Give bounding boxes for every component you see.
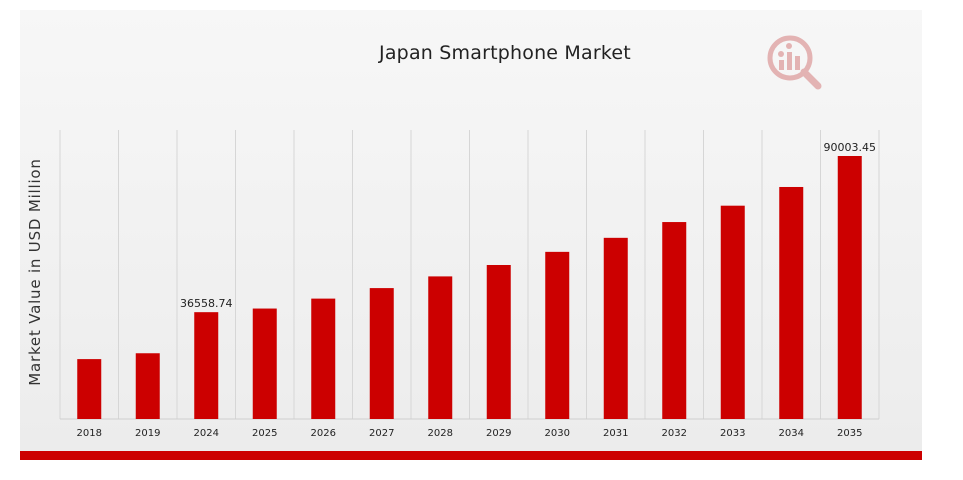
x-tick-label: 2033 <box>720 428 745 439</box>
x-tick-label: 2026 <box>311 428 336 439</box>
labels: 2018 2019 2024 36558.74 2025 2026 2027 2028 2029… <box>77 141 876 439</box>
x-tick-label: 2019 <box>135 428 160 439</box>
bar-2025 <box>252 308 277 419</box>
chart-title: Japan Smartphone Market <box>379 42 631 64</box>
grid-lines <box>59 130 880 420</box>
bar-2033 <box>720 205 745 419</box>
bar-2024 <box>194 312 219 419</box>
x-tick-label: 2030 <box>545 428 570 439</box>
x-tick-label: 2035 <box>837 428 862 439</box>
bar-2028 <box>428 276 453 419</box>
chart-panel <box>20 10 922 452</box>
x-tick-label: 2029 <box>486 428 511 439</box>
x-tick-label: 2028 <box>428 428 453 439</box>
bar-2026 <box>311 298 336 419</box>
x-tick-label: 2018 <box>77 428 102 439</box>
market-research-logo-icon <box>767 35 822 90</box>
data-label-2035: 90003.45 <box>824 141 877 154</box>
bar-2029 <box>486 265 511 419</box>
x-tick-label: 2034 <box>779 428 804 439</box>
bar-2031 <box>603 237 628 419</box>
x-tick-label: 2031 <box>603 428 628 439</box>
bar-2034 <box>779 186 804 419</box>
bar-2018 <box>77 359 102 419</box>
x-tick-label: 2024 <box>194 428 219 439</box>
x-tick-label: 2032 <box>662 428 687 439</box>
x-tick-label: 2027 <box>369 428 394 439</box>
bar-2032 <box>662 222 687 419</box>
bar-2019 <box>135 353 160 419</box>
data-label-2024: 36558.74 <box>180 297 233 310</box>
x-tick-label: 2025 <box>252 428 277 439</box>
bar-2027 <box>369 288 394 419</box>
bar-2035 <box>837 156 862 419</box>
bar-2030 <box>545 251 570 419</box>
bars <box>77 156 862 419</box>
bottom-accent-bar <box>20 451 922 460</box>
